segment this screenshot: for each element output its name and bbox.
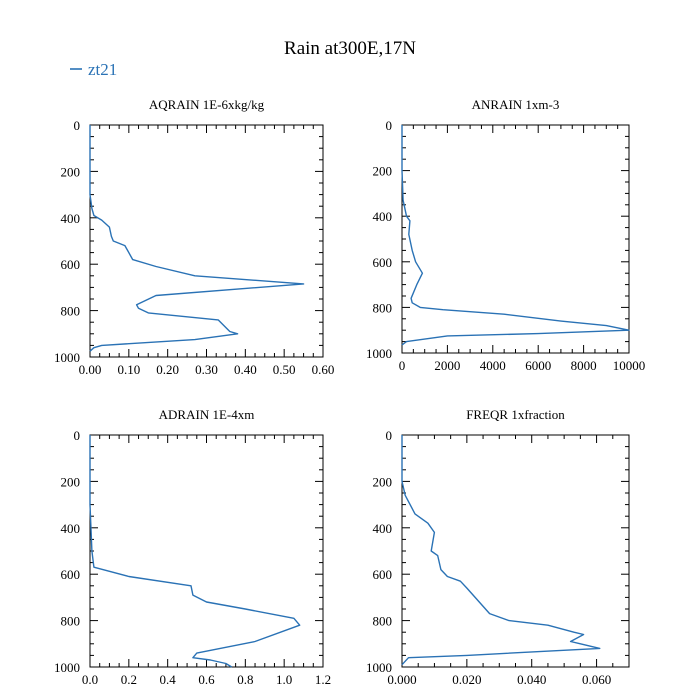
aqrain-title: AQRAIN 1E-6xkg/kg: [149, 97, 265, 112]
adrain-x-tick-label: 1.2: [315, 672, 331, 687]
freqr-y-tick-label: 1000: [366, 660, 392, 675]
adrain-x-tick-label: 0.8: [237, 672, 253, 687]
adrain-series-line: [89, 435, 301, 668]
aqrain-series-line: [89, 125, 305, 352]
anrain-x-tick-label: 10000: [613, 358, 646, 373]
adrain-title: ADRAIN 1E-4xm: [159, 407, 255, 422]
anrain-series-line: [401, 125, 630, 346]
freqr-y-tick-label: 200: [373, 474, 393, 489]
anrain-y-tick-label: 1000: [366, 346, 392, 361]
freqr-x-tick-label: 0.000: [387, 672, 416, 687]
adrain-panel: ADRAIN 1E-4xm 0.0 0.2 0.4 0.6 0.8 1.0 1.2 0 200 40…: [54, 407, 331, 687]
adrain-x-tick-label: 1.0: [276, 672, 292, 687]
adrain-y-tick-label: 1000: [54, 660, 80, 675]
aqrain-y-tick-label: 1000: [54, 350, 80, 365]
anrain-x-tick-label: 2000: [434, 358, 460, 373]
anrain-panel: ANRAIN 1xm-3 0 2000 4000 6000 8000 10000 0 200 40…: [366, 97, 645, 373]
adrain-frame: [89, 434, 324, 668]
anrain-y-tick-label: 600: [373, 255, 393, 270]
adrain-x-tick-label: 0.4: [160, 672, 177, 687]
adrain-y-tick-label: 200: [61, 474, 81, 489]
adrain-y-tick-label: 400: [61, 521, 81, 536]
freqr-y-tick-label: 800: [373, 614, 393, 629]
aqrain-y-tick-label: 200: [61, 164, 81, 179]
aqrain-y-tick-label: 800: [61, 304, 81, 319]
anrain-y-tick-label: 800: [373, 300, 393, 315]
aqrain-x-tick-label: 0.40: [234, 362, 257, 377]
anrain-y-tick-label: 0: [386, 118, 393, 133]
freqr-panel: FREQR 1xfraction 0.000 0.020 0.040 0.060 0 200…: [366, 407, 630, 687]
freqr-y-tick-label: 0: [386, 428, 393, 443]
freqr-x-tick-label: 0.040: [517, 672, 546, 687]
freqr-frame: [401, 434, 630, 668]
aqrain-x-tick-label: 0.10: [117, 362, 140, 377]
freqr-x-tick-label: 0.060: [582, 672, 611, 687]
aqrain-x-tick-label: 0.00: [79, 362, 102, 377]
freqr-series-line: [401, 435, 601, 666]
adrain-y-tick-label: 800: [61, 614, 81, 629]
anrain-y-tick-label: 400: [373, 209, 393, 224]
chart-panels: AQRAIN 1E-6xkg/kg0.00 0.10 0.20 0.30 0.40 0.5…: [54, 97, 645, 687]
aqrain-x-tick-label: 0.20: [156, 362, 179, 377]
adrain-x-tick-label: 0.0: [82, 672, 98, 687]
anrain-frame: [401, 124, 630, 354]
legend-label: zt21: [88, 60, 117, 79]
adrain-x-tick-label: 0.2: [121, 672, 137, 687]
freqr-y-tick-label: 600: [373, 567, 393, 582]
aqrain-frame: [89, 124, 324, 358]
adrain-x-tick-label: 0.6: [198, 672, 215, 687]
adrain-y-tick-label: 0: [74, 428, 81, 443]
freqr-y-tick-label: 400: [373, 521, 393, 536]
adrain-y-tick-label: 600: [61, 567, 81, 582]
freqr-title: FREQR 1xfraction: [466, 407, 565, 422]
aqrain-y-tick-label: 600: [61, 257, 81, 272]
anrain-title: ANRAIN 1xm-3: [472, 97, 560, 112]
aqrain-y-tick-label: 400: [61, 211, 81, 226]
aqrain-x-tick-label: 0.60: [312, 362, 335, 377]
freqr-x-tick-label: 0.020: [452, 672, 481, 687]
aqrain-x-tick-label: 0.30: [195, 362, 218, 377]
aqrain-y-tick-label: 0: [74, 118, 81, 133]
anrain-x-tick-label: 8000: [571, 358, 597, 373]
anrain-x-tick-label: 0: [399, 358, 406, 373]
anrain-x-tick-label: 6000: [525, 358, 551, 373]
figure-title: Rain at300E,17N: [284, 38, 416, 59]
aqrain-panel: AQRAIN 1E-6xkg/kg 0.00 0.10 0.20 0.30 0.40 0.5…: [54, 97, 334, 377]
anrain-x-tick-label: 4000: [480, 358, 506, 373]
aqrain-x-tick-label: 0.50: [273, 362, 296, 377]
anrain-y-tick-label: 200: [373, 164, 393, 179]
